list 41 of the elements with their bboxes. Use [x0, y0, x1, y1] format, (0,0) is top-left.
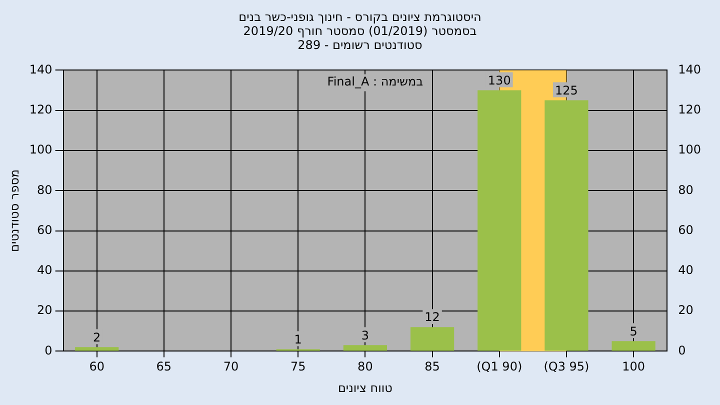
y-tick-label: 120 — [29, 102, 52, 116]
y-tick-label: 60 — [37, 222, 52, 237]
chart-subtitle: בסמסטר (01/2019) סמסטר חורף 2019/20 סטודנטים רשומים - 289 — [242, 24, 478, 52]
y2-tick-label: 100 — [678, 142, 701, 157]
x-tick-label: 100 — [622, 360, 646, 374]
x-tick-label: 80 — [358, 360, 373, 374]
x-tick-label: (Q1 90) — [476, 360, 522, 374]
x-tick-label: 65 — [156, 360, 172, 374]
annotation: במשימה : Final_A — [327, 74, 424, 88]
y-tick-label: 80 — [37, 182, 52, 197]
x-axis-title: טווח ציונים — [338, 380, 393, 395]
x-tick-label: 60 — [89, 360, 104, 374]
y2-tick-label: 120 — [678, 102, 701, 116]
bar — [343, 345, 388, 351]
y2-tick-label: 20 — [678, 303, 694, 318]
x-tick-label: 75 — [290, 360, 306, 374]
data-label: 130 — [488, 73, 511, 88]
y-tick-label: 140 — [29, 62, 52, 76]
y-tick-label: 100 — [29, 142, 52, 157]
bar — [75, 347, 119, 351]
y2-tick-label: 80 — [678, 182, 694, 197]
y-tick-label: 20 — [37, 303, 52, 318]
data-label: 2 — [93, 330, 101, 344]
bar — [410, 327, 454, 351]
y-axis-title: מספר סטודנטים — [7, 169, 22, 252]
y2-tick-label: 40 — [678, 263, 694, 278]
data-label: 5 — [630, 324, 638, 338]
x-tick-label: 70 — [223, 360, 239, 374]
data-label: 1 — [294, 332, 302, 346]
y2-tick-label: 0 — [678, 343, 686, 358]
y-tick-label: 40 — [37, 263, 52, 278]
data-label: 12 — [424, 310, 440, 324]
x-tick-label: 85 — [424, 360, 440, 374]
bar — [612, 341, 656, 351]
y2-tick-label: 60 — [678, 222, 694, 237]
y2-tick-label: 140 — [678, 62, 701, 76]
chart-title: היסטוגרמת ציונים בקורס - חינוך גופני-כשר בנים — [238, 10, 482, 24]
y-tick-label: 0 — [44, 343, 52, 358]
data-label: 125 — [555, 83, 578, 98]
data-label: 3 — [361, 328, 370, 342]
x-tick-label: (Q3 95) — [544, 360, 590, 374]
